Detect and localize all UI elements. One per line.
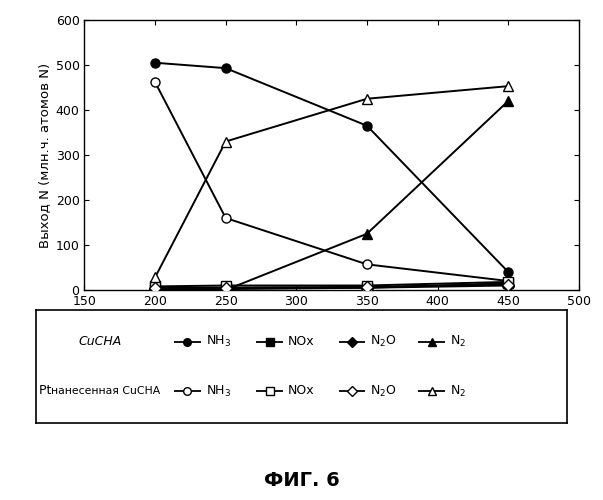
Text: N$_2$O: N$_2$O [370,334,397,349]
Text: нанесенная CuCHA: нанесенная CuCHA [51,386,160,396]
Text: CuCHA: CuCHA [78,335,121,348]
Text: N$_2$O: N$_2$O [370,384,397,398]
Text: NOx: NOx [288,335,315,348]
X-axis label: Температура выхода (град. C): Температура выхода (град. C) [220,314,443,328]
Text: Pt: Pt [39,384,55,398]
Text: NH$_3$: NH$_3$ [206,384,231,398]
Text: NOx: NOx [288,384,315,398]
Text: N$_2$: N$_2$ [450,334,466,349]
Y-axis label: Выход N (млн.ч. атомов N): Выход N (млн.ч. атомов N) [39,62,51,248]
Text: NH$_3$: NH$_3$ [206,334,231,349]
Text: ФИГ. 6: ФИГ. 6 [264,471,339,490]
Text: N$_2$: N$_2$ [450,384,466,398]
